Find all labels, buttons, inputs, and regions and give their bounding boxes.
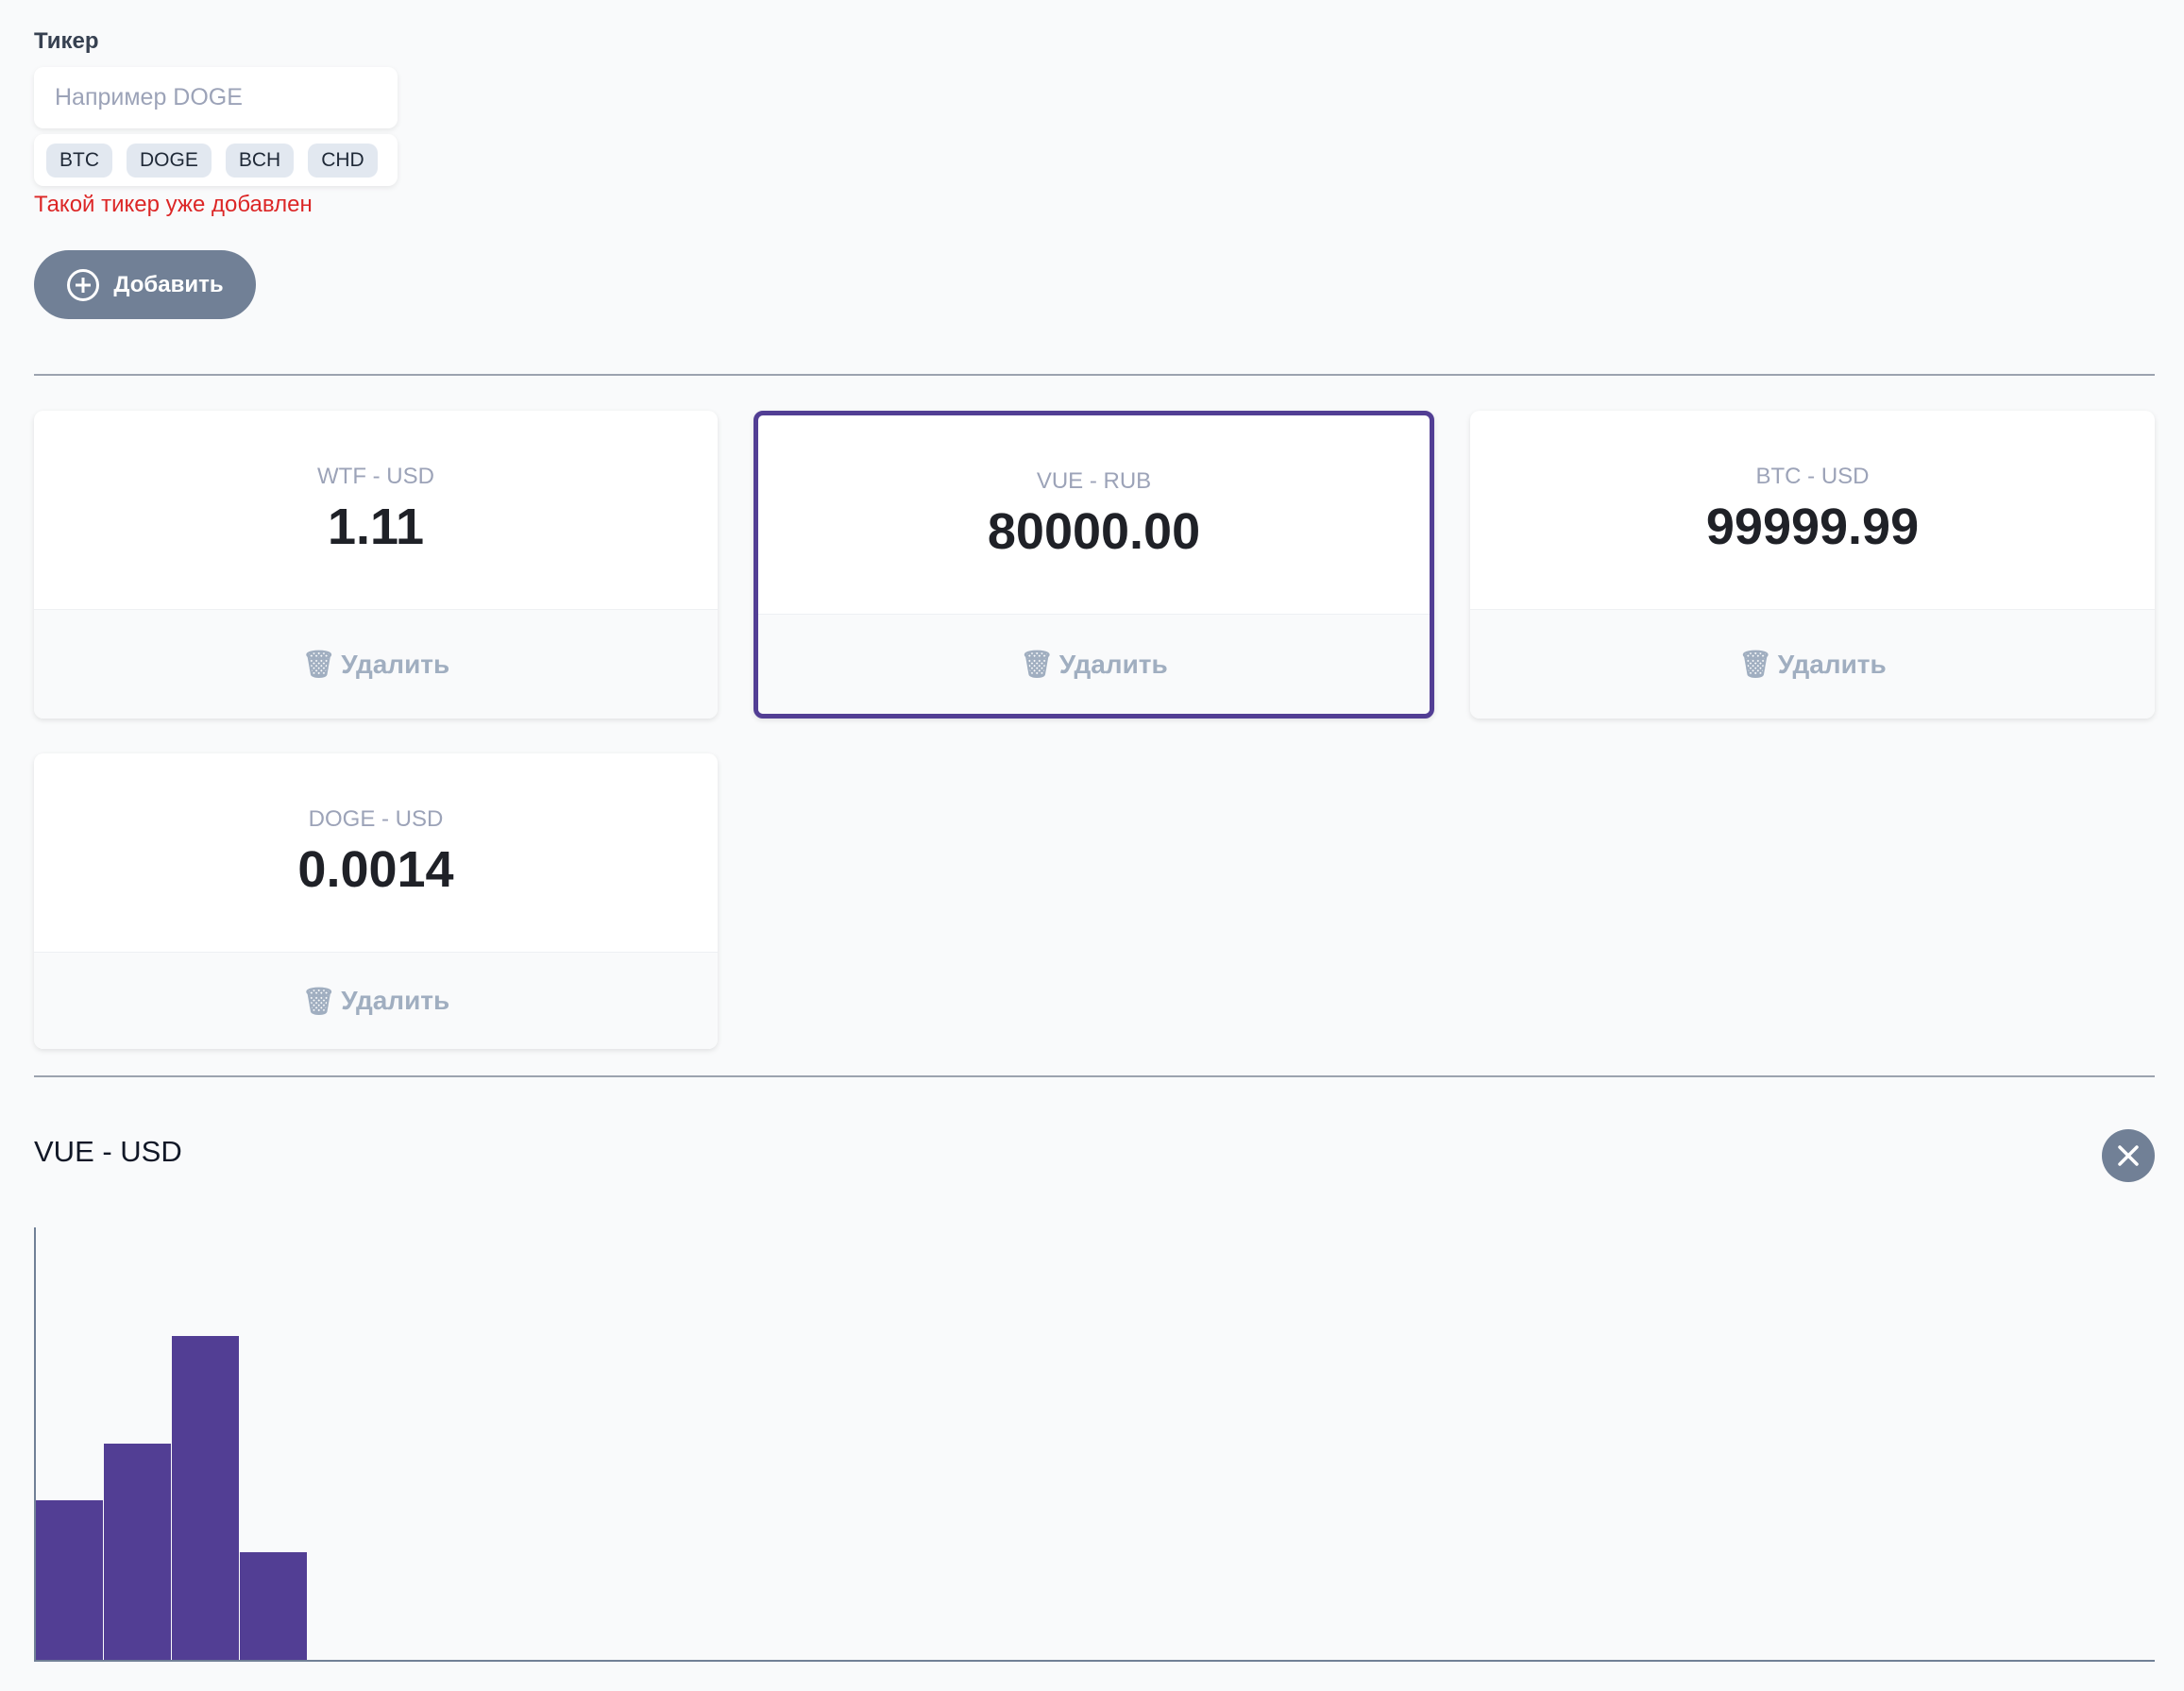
delete-label: Удалить xyxy=(341,986,450,1015)
ticker-input[interactable] xyxy=(34,67,398,128)
chart-bar xyxy=(172,1335,239,1660)
trash-icon: 🗑 xyxy=(301,986,336,1016)
suggestions: BTC DOGE BCH CHD xyxy=(34,134,398,186)
chart-bar xyxy=(104,1444,171,1660)
plus-circle-icon xyxy=(67,268,100,301)
add-button[interactable]: Добавить xyxy=(34,250,256,319)
delete-label: Удалить xyxy=(1777,649,1887,679)
error-message: Такой тикер уже добавлен xyxy=(34,192,313,217)
trash-icon: 🗑 xyxy=(1738,650,1772,679)
delete-button[interactable]: 🗑 Удалить xyxy=(34,609,718,719)
ticker-name: DOGE - USD xyxy=(308,806,444,832)
delete-label: Удалить xyxy=(1058,649,1168,679)
suggestion-chip[interactable]: BTC xyxy=(46,143,112,178)
ticker-card-selected[interactable]: VUE - RUB 80000.00 🗑 Удалить xyxy=(753,411,1434,719)
suggestion-chip[interactable]: BCH xyxy=(225,143,295,178)
close-icon xyxy=(2118,1145,2139,1166)
ticker-price: 80000.00 xyxy=(987,503,1201,560)
graph-title: VUE - USD xyxy=(34,1135,182,1168)
trash-icon: 🗑 xyxy=(301,650,336,679)
ticker-card[interactable]: BTC - USD 99999.99 🗑 Удалить xyxy=(1470,411,2155,719)
price-bar-chart xyxy=(34,1227,2155,1662)
ticker-name: VUE - RUB xyxy=(1036,468,1152,494)
delete-button[interactable]: 🗑 Удалить xyxy=(1470,609,2155,719)
suggestion-chip[interactable]: DOGE xyxy=(127,143,212,178)
chart-bar xyxy=(36,1499,103,1660)
close-graph-button[interactable] xyxy=(2102,1129,2155,1182)
ticker-card[interactable]: DOGE - USD 0.0014 🗑 Удалить xyxy=(34,753,718,1049)
ticker-card[interactable]: WTF - USD 1.11 🗑 Удалить xyxy=(34,411,718,719)
ticker-price: 1.11 xyxy=(327,499,425,555)
delete-label: Удалить xyxy=(341,649,450,679)
divider xyxy=(34,374,2155,376)
divider xyxy=(34,1075,2155,1077)
ticker-label: Тикер xyxy=(34,28,99,54)
delete-button[interactable]: 🗑 Удалить xyxy=(34,952,718,1049)
delete-button[interactable]: 🗑 Удалить xyxy=(758,614,1430,714)
ticker-name: BTC - USD xyxy=(1755,464,1870,489)
ticker-name: WTF - USD xyxy=(317,464,434,489)
suggestion-chip[interactable]: CHD xyxy=(308,143,378,178)
ticker-price: 0.0014 xyxy=(297,841,454,898)
trash-icon: 🗑 xyxy=(1020,650,1054,679)
ticker-price: 99999.99 xyxy=(1705,499,1920,555)
chart-bar xyxy=(240,1551,307,1660)
add-button-label: Добавить xyxy=(113,271,224,297)
